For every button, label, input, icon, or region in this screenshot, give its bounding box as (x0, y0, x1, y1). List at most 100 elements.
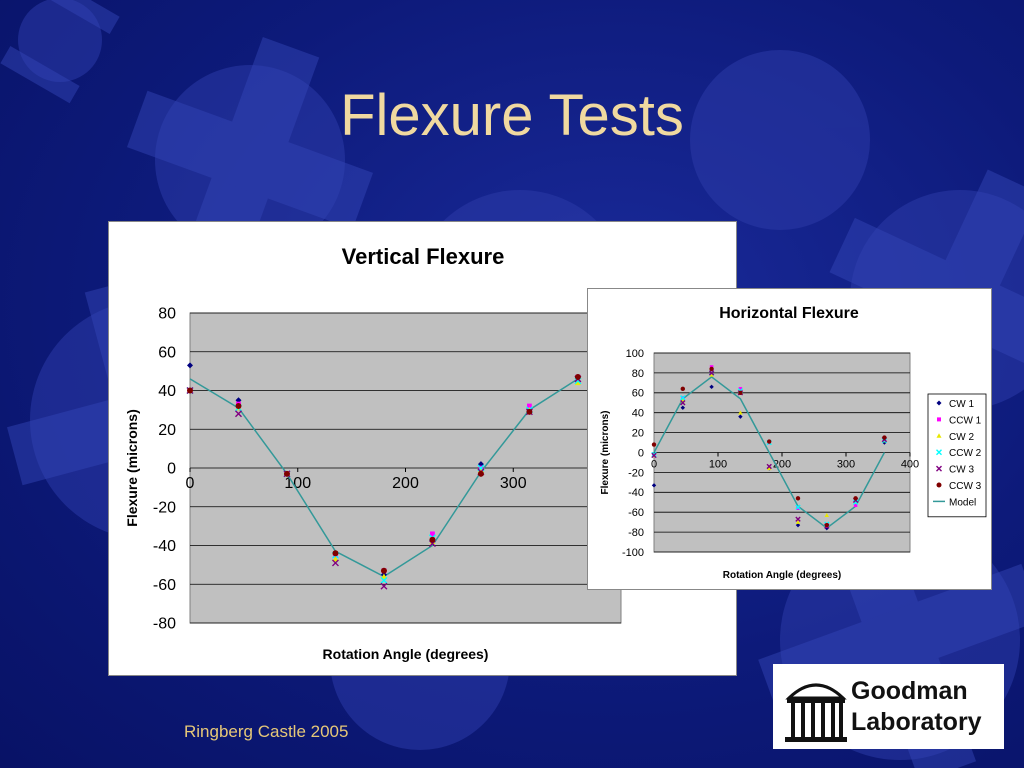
horizontal-chart-y-tick-label: -80 (628, 527, 644, 539)
vertical-chart-point (332, 556, 339, 562)
vertical-chart-y-tick-label: -40 (153, 538, 176, 555)
horizontal-chart-point (882, 435, 887, 440)
horizontal-chart-legend-label: CW 2 (949, 432, 974, 443)
horizontal-chart-point (651, 483, 657, 488)
vertical-chart-point (380, 582, 388, 590)
vertical-chart-point (574, 373, 581, 380)
horizontal-chart-legend-label: CW 3 (949, 465, 974, 476)
footer-text: Ringberg Castle 2005 (184, 722, 349, 741)
vertical-chart-y-tick-label: 0 (167, 461, 176, 478)
horizontal-chart-legend-swatch (936, 400, 942, 406)
vertical-chart-y-tick-label: 60 (158, 344, 176, 361)
vertical-chart-point (429, 536, 436, 543)
vertical-chart-point (380, 567, 387, 574)
vertical-chart-x-tick-label: 300 (500, 475, 527, 492)
horizontal-chart-legend-label: CCW 3 (949, 481, 982, 492)
logo-line-1: Goodman (851, 677, 968, 705)
horizontal-chart-legend-swatch (937, 417, 941, 422)
horizontal-chart-x-tick-label: 100 (709, 459, 727, 471)
horizontal-flexure-chart: Horizontal Flexure 100 80 60 40 20 0 -20 -40 -60 -… (587, 288, 992, 590)
slide-title: Flexure Tests (340, 83, 684, 148)
horizontal-chart-point (651, 442, 657, 447)
vertical-chart-point (283, 470, 290, 477)
horizontal-chart-point (680, 395, 686, 401)
horizontal-chart-point (795, 496, 801, 501)
vertical-chart-point (332, 550, 339, 557)
vertical-chart-x-tick-label: 200 (392, 475, 419, 492)
horizontal-chart-y-tick-label: 100 (626, 348, 644, 360)
horizontal-chart-point (795, 522, 801, 528)
horizontal-chart-point (709, 366, 714, 372)
goodman-laboratory-logo: Goodman Laboratory (773, 664, 1004, 749)
vertical-chart-point (526, 408, 533, 415)
horizontal-chart-point (709, 372, 714, 377)
vertical-chart-title: Vertical Flexure (342, 244, 505, 269)
horizontal-chart-point (651, 451, 657, 458)
vertical-chart-y-tick-label: -80 (153, 616, 176, 633)
horizontal-chart-y-tick-label: 60 (632, 388, 644, 400)
horizontal-chart-y-tick-label: -60 (628, 507, 644, 519)
horizontal-chart-point (738, 390, 743, 395)
horizontal-chart-point (796, 506, 800, 510)
horizontal-chart-point (824, 522, 829, 528)
horizontal-chart-point (824, 512, 829, 517)
vertical-chart-point (477, 470, 484, 477)
vertical-chart-point (527, 403, 532, 409)
horizontal-chart-y-tick-label: 0 (638, 447, 644, 459)
horizontal-chart-y-tick-label: -100 (622, 547, 644, 559)
horizontal-chart-point (795, 504, 801, 510)
horizontal-chart-y-tick-label: 40 (632, 408, 644, 420)
vertical-chart-point (380, 573, 387, 579)
horizontal-chart-legend-label: Model (949, 497, 976, 508)
horizontal-chart-legend-swatch (936, 449, 942, 456)
vertical-chart-y-tick-label: 80 (158, 306, 176, 323)
horizontal-chart-legend (927, 393, 987, 518)
horizontal-chart-point (766, 463, 772, 470)
horizontal-flexure-svg: Horizontal Flexure 100 80 60 40 20 0 -20 -40 -60 -… (600, 305, 987, 581)
horizontal-chart-legend-label: CW 1 (949, 399, 974, 410)
horizontal-chart-legend-swatch (936, 482, 942, 488)
logo-text: Goodman Laboratory (851, 676, 982, 738)
horizontal-chart-x-tick-label: 400 (901, 459, 919, 471)
horizontal-chart-point (680, 386, 685, 392)
vertical-chart-point (430, 531, 435, 537)
vertical-chart-point (187, 387, 193, 394)
horizontal-chart-y-tick-label: 20 (632, 427, 644, 439)
horizontal-chart-point (795, 519, 801, 524)
vertical-chart-x-axis-label: Rotation Angle (degrees) (323, 646, 489, 662)
vertical-chart-y-tick-label: -20 (153, 499, 176, 516)
horizontal-chart-y-axis-label: Flexure (microns) (600, 411, 611, 495)
horizontal-chart-point (680, 400, 686, 406)
horizontal-chart-point (853, 503, 858, 507)
horizontal-chart-legend-swatch (936, 465, 942, 472)
horizontal-chart-point (738, 410, 743, 415)
horizontal-chart-point (738, 387, 743, 391)
horizontal-chart-legend-label: CCW 1 (949, 415, 982, 426)
horizontal-chart-legend-swatch (936, 433, 942, 438)
vertical-chart-y-tick-label: 40 (158, 383, 176, 400)
horizontal-chart-point (853, 496, 858, 501)
vertical-chart-point (574, 379, 581, 386)
vertical-chart-x-tick-label: 100 (284, 475, 311, 492)
horizontal-chart-y-tick-label: -40 (628, 487, 644, 499)
horizontal-chart-y-tick-label: 80 (632, 368, 644, 380)
horizontal-chart-y-tick-label: -20 (628, 467, 644, 479)
rotunda-icon (785, 683, 847, 742)
vertical-chart-point (187, 362, 193, 369)
horizontal-chart-point (767, 439, 772, 444)
horizontal-chart-title: Horizontal Flexure (719, 305, 859, 322)
horizontal-chart-model-line (653, 375, 886, 530)
horizontal-chart-point (767, 466, 772, 471)
vertical-chart-x-tick-label: 0 (186, 475, 195, 492)
vertical-chart-point (331, 559, 339, 567)
vertical-chart-point (235, 403, 242, 409)
logo-line-2: Laboratory (851, 708, 982, 736)
vertical-chart-y-tick-label: 20 (158, 422, 176, 439)
vertical-chart-point (380, 576, 388, 584)
horizontal-chart-legend-label: CCW 2 (949, 448, 982, 459)
horizontal-chart-x-tick-label: 300 (837, 459, 855, 471)
horizontal-chart-point (708, 370, 715, 376)
vertical-chart-y-axis-label: Flexure (microns) (124, 409, 140, 526)
horizontal-chart-point (795, 516, 801, 522)
